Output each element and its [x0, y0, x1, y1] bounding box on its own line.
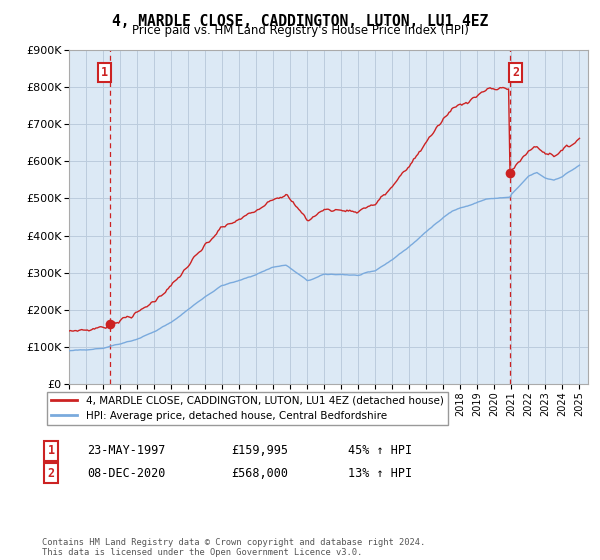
- Text: 2: 2: [47, 466, 55, 480]
- Legend: 4, MARDLE CLOSE, CADDINGTON, LUTON, LU1 4EZ (detached house), HPI: Average price: 4, MARDLE CLOSE, CADDINGTON, LUTON, LU1 …: [47, 391, 448, 425]
- Text: £159,995: £159,995: [231, 444, 288, 458]
- Text: 1: 1: [101, 66, 108, 79]
- Text: 23-MAY-1997: 23-MAY-1997: [87, 444, 166, 458]
- Text: 08-DEC-2020: 08-DEC-2020: [87, 466, 166, 480]
- Text: Price paid vs. HM Land Registry's House Price Index (HPI): Price paid vs. HM Land Registry's House …: [131, 24, 469, 36]
- Text: 4, MARDLE CLOSE, CADDINGTON, LUTON, LU1 4EZ: 4, MARDLE CLOSE, CADDINGTON, LUTON, LU1 …: [112, 14, 488, 29]
- Text: 2: 2: [512, 66, 519, 79]
- Text: £568,000: £568,000: [231, 466, 288, 480]
- Text: Contains HM Land Registry data © Crown copyright and database right 2024.
This d: Contains HM Land Registry data © Crown c…: [42, 538, 425, 557]
- Text: 1: 1: [47, 444, 55, 458]
- Text: 13% ↑ HPI: 13% ↑ HPI: [348, 466, 412, 480]
- Text: 45% ↑ HPI: 45% ↑ HPI: [348, 444, 412, 458]
